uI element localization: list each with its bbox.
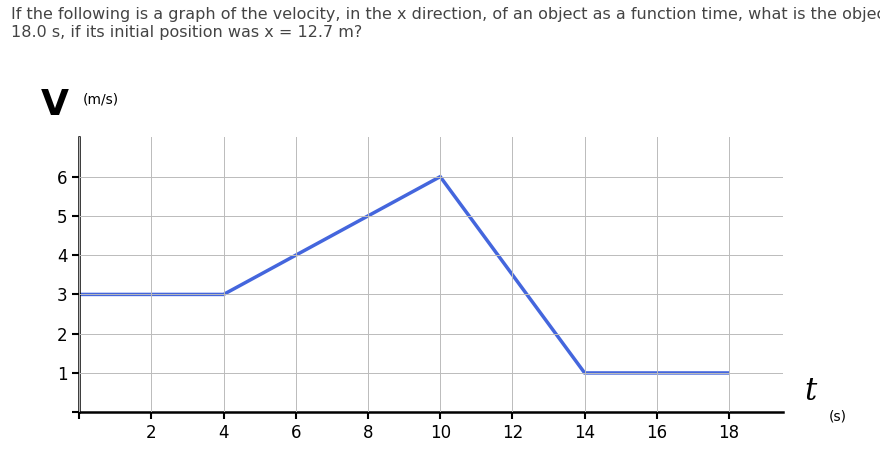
Text: V: V — [40, 88, 69, 122]
Text: (m/s): (m/s) — [83, 92, 119, 106]
Text: t: t — [804, 376, 817, 407]
Text: (s): (s) — [829, 409, 847, 423]
Text: 18.0 s, if its initial position was x = 12.7 m?: 18.0 s, if its initial position was x = … — [11, 25, 363, 40]
Text: If the following is a graph of the velocity, in the x direction, of an object as: If the following is a graph of the veloc… — [11, 7, 880, 22]
